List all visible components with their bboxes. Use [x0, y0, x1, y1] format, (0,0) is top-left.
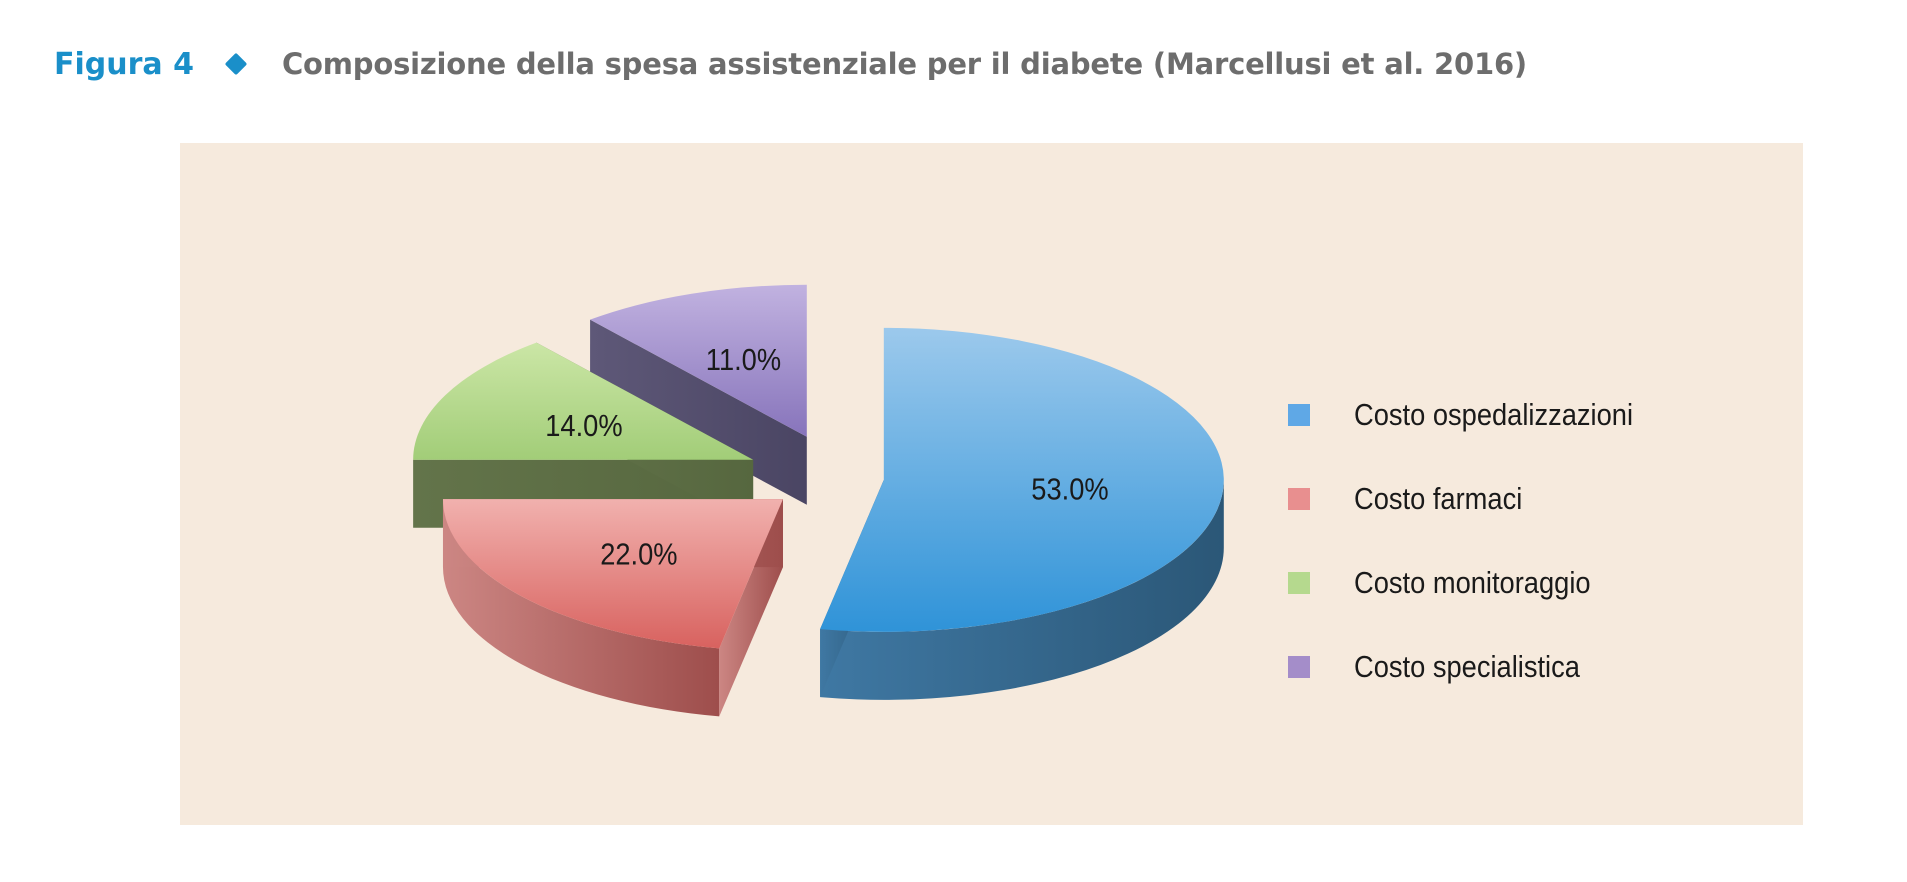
- chart-panel: 53.0% 22.0% 14.0% 11.0% Costo ospedalizzazi…: [180, 143, 1803, 825]
- legend-label: Costo ospedalizzazioni: [1354, 397, 1634, 432]
- legend-item: Costo monitoraggio: [1288, 563, 1623, 603]
- pie-slice-costo-ospedalizzazioni: [820, 327, 1224, 700]
- legend-swatch: [1288, 656, 1310, 678]
- legend-label: Costo farmaci: [1354, 481, 1523, 516]
- pie-slice-side: [820, 479, 1224, 700]
- pie-data-label: 53.0%: [1031, 473, 1108, 507]
- legend-swatch: [1288, 404, 1310, 426]
- pie-labels: 53.0% 22.0% 14.0% 11.0%: [545, 344, 1108, 572]
- legend-label: Costo specialistica: [1354, 649, 1580, 684]
- pie-data-label: 22.0%: [600, 538, 677, 572]
- pie-slice-costo-farmaci: [442, 499, 783, 717]
- figure-title-row: Figura 4 Composizione della spesa assist…: [54, 40, 1527, 88]
- pie-slice-top: [820, 327, 1224, 632]
- legend-item: Costo specialistica: [1288, 647, 1611, 687]
- pie-slice-top: [590, 284, 807, 437]
- legend-item: Costo farmaci: [1288, 479, 1545, 519]
- pie-slice-top: [442, 499, 783, 649]
- pie-slice-costo-specialistica: [590, 284, 807, 505]
- pie-slice-costo-monitoraggio: [413, 342, 754, 528]
- pie-slice-cut: [590, 319, 807, 505]
- diamond-icon: [224, 52, 248, 76]
- figure-title: Composizione della spesa assistenziale p…: [281, 47, 1527, 81]
- legend-label: Costo monitoraggio: [1354, 565, 1591, 600]
- legend-swatch: [1288, 572, 1310, 594]
- figure-label: Figura 4: [54, 46, 194, 82]
- pie-slices: [413, 284, 1224, 717]
- legend-item: Costo ospedalizzazioni: [1288, 395, 1671, 435]
- pie-slice-top: [413, 342, 754, 460]
- pie-chart: 53.0% 22.0% 14.0% 11.0%: [413, 284, 1224, 717]
- pie-data-label: 11.0%: [706, 344, 781, 378]
- legend-swatch: [1288, 488, 1310, 510]
- pie-data-label: 14.0%: [545, 410, 622, 444]
- pie-slice-side: [442, 499, 720, 717]
